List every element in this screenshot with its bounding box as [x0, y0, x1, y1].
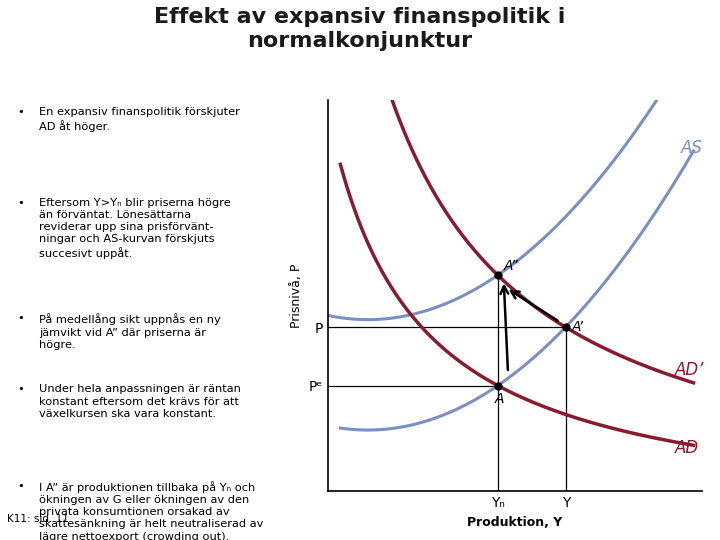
Text: I A” är produktionen tillbaka på Yₙ och
ökningen av G eller ökningen av den
priv: I A” är produktionen tillbaka på Yₙ och … — [40, 481, 264, 540]
X-axis label: Produktion, Y: Produktion, Y — [467, 516, 562, 529]
Text: Under hela anpassningen är räntan
konstant eftersom det krävs för att
växelkurse: Under hela anpassningen är räntan konsta… — [40, 384, 241, 418]
Text: •: • — [17, 107, 24, 117]
Text: K11: sid. 11: K11: sid. 11 — [7, 514, 69, 524]
Text: •: • — [17, 313, 24, 323]
Text: Eftersom Y>Yₙ blir priserna högre
än förväntat. Lönesättarna
reviderar upp sina : Eftersom Y>Yₙ blir priserna högre än för… — [40, 198, 231, 259]
Text: AS: AS — [680, 139, 703, 157]
Text: Effekt av expansiv finanspolitik i
normalkonjunktur: Effekt av expansiv finanspolitik i norma… — [154, 7, 566, 51]
Text: A’: A’ — [572, 320, 584, 334]
Text: AD’: AD’ — [675, 361, 704, 379]
Text: A: A — [495, 392, 505, 406]
Text: A”: A” — [504, 259, 518, 273]
Text: •: • — [17, 384, 24, 394]
Text: En expansiv finanspolitik förskjuter
AD åt höger.: En expansiv finanspolitik förskjuter AD … — [40, 107, 240, 132]
Text: AD: AD — [675, 439, 699, 457]
Text: •: • — [17, 198, 24, 207]
Text: •: • — [17, 481, 24, 491]
Text: På medellång sikt uppnås en ny
jämvikt vid A” där priserna är
högre.: På medellång sikt uppnås en ny jämvikt v… — [40, 313, 221, 350]
Y-axis label: Prisnivå, P: Prisnivå, P — [290, 264, 303, 328]
